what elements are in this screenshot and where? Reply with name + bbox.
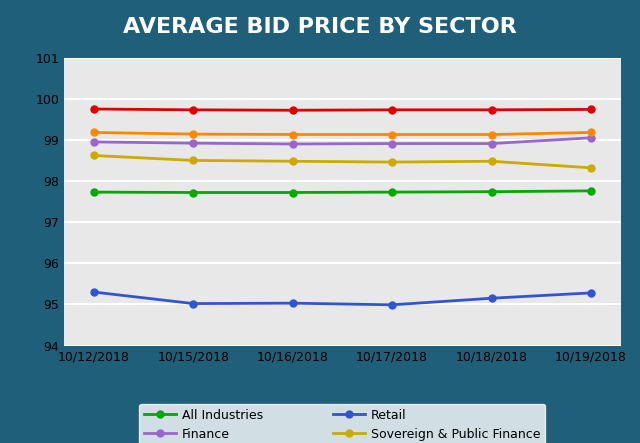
- Finance: [587, 135, 595, 140]
- Finance: [289, 141, 296, 147]
- High Tech Industries: [488, 132, 495, 137]
- Retail: [90, 289, 98, 295]
- Transportation: Consumer: (0, 99.8): Consumer: (0, 99.8): [90, 106, 98, 112]
- Finance: [189, 140, 197, 146]
- All Industries: [189, 190, 197, 195]
- Sovereign & Public Finance: [289, 159, 296, 164]
- All Industries: [587, 188, 595, 194]
- Sovereign & Public Finance: [90, 153, 98, 158]
- Line: All Industries: All Industries: [90, 187, 595, 196]
- Finance: [388, 141, 396, 146]
- High Tech Industries: [587, 130, 595, 135]
- All Industries: [90, 190, 98, 195]
- Sovereign & Public Finance: [587, 165, 595, 171]
- All Industries: [289, 190, 296, 195]
- Retail: [388, 302, 396, 307]
- Sovereign & Public Finance: [488, 159, 495, 164]
- Sovereign & Public Finance: [388, 159, 396, 165]
- Line: Sovereign & Public Finance: Sovereign & Public Finance: [90, 152, 595, 171]
- Retail: [587, 290, 595, 295]
- High Tech Industries: [388, 132, 396, 137]
- Retail: [488, 295, 495, 301]
- Sovereign & Public Finance: [189, 158, 197, 163]
- Finance: [488, 141, 495, 146]
- Retail: [289, 300, 296, 306]
- All Industries: [488, 189, 495, 194]
- High Tech Industries: [289, 132, 296, 137]
- Line: Transportation: Consumer: Transportation: Consumer: [90, 105, 595, 114]
- Legend: All Industries, Finance, High Tech Industries, Retail, Sovereign & Public Financ: All Industries, Finance, High Tech Indus…: [140, 404, 545, 443]
- Transportation: Consumer: (1, 99.7): Consumer: (1, 99.7): [189, 107, 197, 113]
- Text: AVERAGE BID PRICE BY SECTOR: AVERAGE BID PRICE BY SECTOR: [123, 16, 517, 37]
- Line: High Tech Industries: High Tech Industries: [90, 129, 595, 138]
- High Tech Industries: [189, 132, 197, 137]
- Line: Finance: Finance: [90, 134, 595, 148]
- Transportation: Consumer: (3, 99.7): Consumer: (3, 99.7): [388, 107, 396, 113]
- Transportation: Consumer: (5, 99.7): Consumer: (5, 99.7): [587, 107, 595, 112]
- High Tech Industries: [90, 130, 98, 135]
- All Industries: [388, 190, 396, 195]
- Transportation: Consumer: (4, 99.7): Consumer: (4, 99.7): [488, 107, 495, 113]
- Finance: [90, 139, 98, 144]
- Transportation: Consumer: (2, 99.7): Consumer: (2, 99.7): [289, 108, 296, 113]
- Line: Retail: Retail: [90, 288, 595, 308]
- Retail: [189, 301, 197, 306]
